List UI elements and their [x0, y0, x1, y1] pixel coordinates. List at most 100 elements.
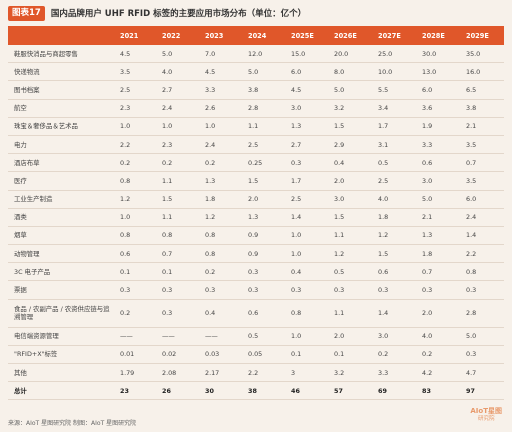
column-header-year: 2021 [114, 26, 156, 45]
value-cell: 10.0 [372, 62, 416, 82]
value-cell: 0.05 [242, 345, 285, 365]
value-cell: 2.17 [199, 363, 242, 383]
category-cell: 电力 [8, 135, 114, 155]
figure-badge: 图表17 [8, 5, 45, 21]
value-cell: 6.0 [285, 62, 328, 82]
value-cell: 1.5 [372, 244, 416, 264]
value-cell: 15.0 [285, 45, 328, 64]
table-row: 电力 2.2 2.3 2.4 2.5 2.7 2.9 3.1 3.3 3.5 [8, 135, 504, 155]
value-cell: 3.5 [460, 135, 504, 155]
value-cell: 1.5 [242, 171, 285, 191]
value-cell: 0.4 [328, 153, 372, 173]
value-cell: 2.4 [199, 135, 242, 155]
value-cell: 0.8 [114, 171, 156, 191]
table-row: 图书档案 2.5 2.7 3.3 3.8 4.5 5.0 5.5 6.0 6.5 [8, 80, 504, 100]
value-cell: 7.0 [199, 45, 242, 64]
value-cell: 6.0 [416, 80, 460, 100]
value-cell: 3.0 [285, 99, 328, 118]
value-cell: 2.5 [285, 190, 328, 209]
value-cell: 0.7 [156, 244, 199, 264]
value-cell: 4.0 [416, 327, 460, 346]
value-cell: 0.5 [372, 153, 416, 173]
value-cell: 0.6 [416, 153, 460, 173]
value-cell: 1.3 [242, 208, 285, 227]
table-header-row: 2021 2022 2023 2024 2025E 2026E 2027E 2028E 2029… [8, 26, 504, 45]
table-row: 工业生产制造 1.2 1.5 1.8 2.0 2.5 3.0 4.0 5.0 6.0 [8, 190, 504, 209]
table-row: 快递物流 3.5 4.0 4.5 5.0 6.0 8.0 10.0 13.0 16.0 [8, 62, 504, 82]
category-cell: 票据 [8, 280, 114, 300]
table-row: 珠宝＆奢侈品＆艺术品 1.0 1.0 1.0 1.1 1.3 1.5 1.7 1.9 2.1 [8, 117, 504, 136]
value-cell: 0.25 [242, 153, 285, 173]
value-cell: 0.9 [242, 244, 285, 264]
value-cell: 2.3 [114, 99, 156, 118]
value-cell: 3.3 [199, 80, 242, 100]
value-cell: 26 [156, 381, 199, 401]
value-cell: 0.8 [460, 262, 504, 282]
value-cell: 2.5 [242, 135, 285, 155]
value-cell: 1.2 [328, 244, 372, 264]
value-cell: 0.2 [156, 153, 199, 173]
value-cell: 0.3 [242, 262, 285, 282]
value-cell: 3.1 [372, 135, 416, 155]
value-cell: 23 [114, 381, 156, 401]
category-cell: 总计 [8, 381, 114, 401]
value-cell: 5.0 [156, 45, 199, 64]
value-cell: 0.3 [114, 280, 156, 300]
value-cell: 2.7 [285, 135, 328, 155]
value-cell: 2.4 [460, 208, 504, 227]
logo-sub-text: 研究院 [477, 416, 495, 422]
value-cell: 1.1 [328, 299, 372, 328]
value-cell: 3.0 [372, 327, 416, 346]
value-cell: 0.3 [285, 153, 328, 173]
value-cell: 13.0 [416, 62, 460, 82]
value-cell: 1.7 [372, 117, 416, 136]
value-cell: 5.0 [328, 80, 372, 100]
market-table: 2021 2022 2023 2024 2025E 2026E 2027E 2028E 2029… [8, 26, 504, 401]
table-row: "RFID+X"标签 0.01 0.02 0.03 0.05 0.1 0.1 0.2 0.2 0.… [8, 345, 504, 365]
value-cell: 2.4 [156, 99, 199, 118]
table-row: 3C 电子产品 0.1 0.1 0.2 0.3 0.4 0.5 0.6 0.7 0.8 [8, 262, 504, 282]
value-cell: 46 [285, 381, 328, 401]
table-row: 鞋服快消品与商超零售 4.5 5.0 7.0 12.0 15.0 20.0 25.0 30.0 3… [8, 45, 504, 64]
value-cell: 2.0 [328, 327, 372, 346]
value-cell: 2.5 [372, 171, 416, 191]
value-cell: 2.0 [416, 299, 460, 328]
value-cell: 2.2 [242, 363, 285, 383]
figure-title-bar: 图表17 国内品牌用户 UHF RFID 标签的主要应用市场分布（单位：亿个） [8, 5, 306, 21]
value-cell: 0.9 [242, 226, 285, 246]
value-cell: 0.1 [114, 262, 156, 282]
value-cell: 1.1 [242, 117, 285, 136]
value-cell: —— [114, 327, 156, 346]
value-cell: 2.08 [156, 363, 199, 383]
publisher-logo: AIoT星图 研究院 [470, 407, 502, 423]
value-cell: 1.8 [372, 208, 416, 227]
value-cell: 0.6 [242, 299, 285, 328]
value-cell: 0.3 [416, 280, 460, 300]
value-cell: 0.7 [460, 153, 504, 173]
value-cell: 1.5 [328, 208, 372, 227]
category-cell: 酒店布草 [8, 153, 114, 173]
value-cell: 30 [199, 381, 242, 401]
value-cell: —— [156, 327, 199, 346]
value-cell: 0.1 [156, 262, 199, 282]
value-cell: 3.2 [328, 363, 372, 383]
value-cell: 6.5 [460, 80, 504, 100]
value-cell: 4.0 [372, 190, 416, 209]
value-cell: 1.8 [199, 190, 242, 209]
value-cell: 25.0 [372, 45, 416, 64]
value-cell: 0.3 [328, 280, 372, 300]
value-cell: 2.5 [114, 80, 156, 100]
column-header-year: 2023 [199, 26, 242, 45]
value-cell: 0.2 [199, 262, 242, 282]
value-cell: 4.5 [199, 62, 242, 82]
value-cell: 1.5 [328, 117, 372, 136]
column-header-year: 2022 [156, 26, 199, 45]
value-cell: 2.1 [460, 117, 504, 136]
value-cell: 5.0 [416, 190, 460, 209]
value-cell: 0.7 [416, 262, 460, 282]
value-cell: 2.2 [460, 244, 504, 264]
value-cell: 0.8 [156, 226, 199, 246]
value-cell: 0.3 [242, 280, 285, 300]
value-cell: 2.7 [156, 80, 199, 100]
category-cell: 烟草 [8, 226, 114, 246]
